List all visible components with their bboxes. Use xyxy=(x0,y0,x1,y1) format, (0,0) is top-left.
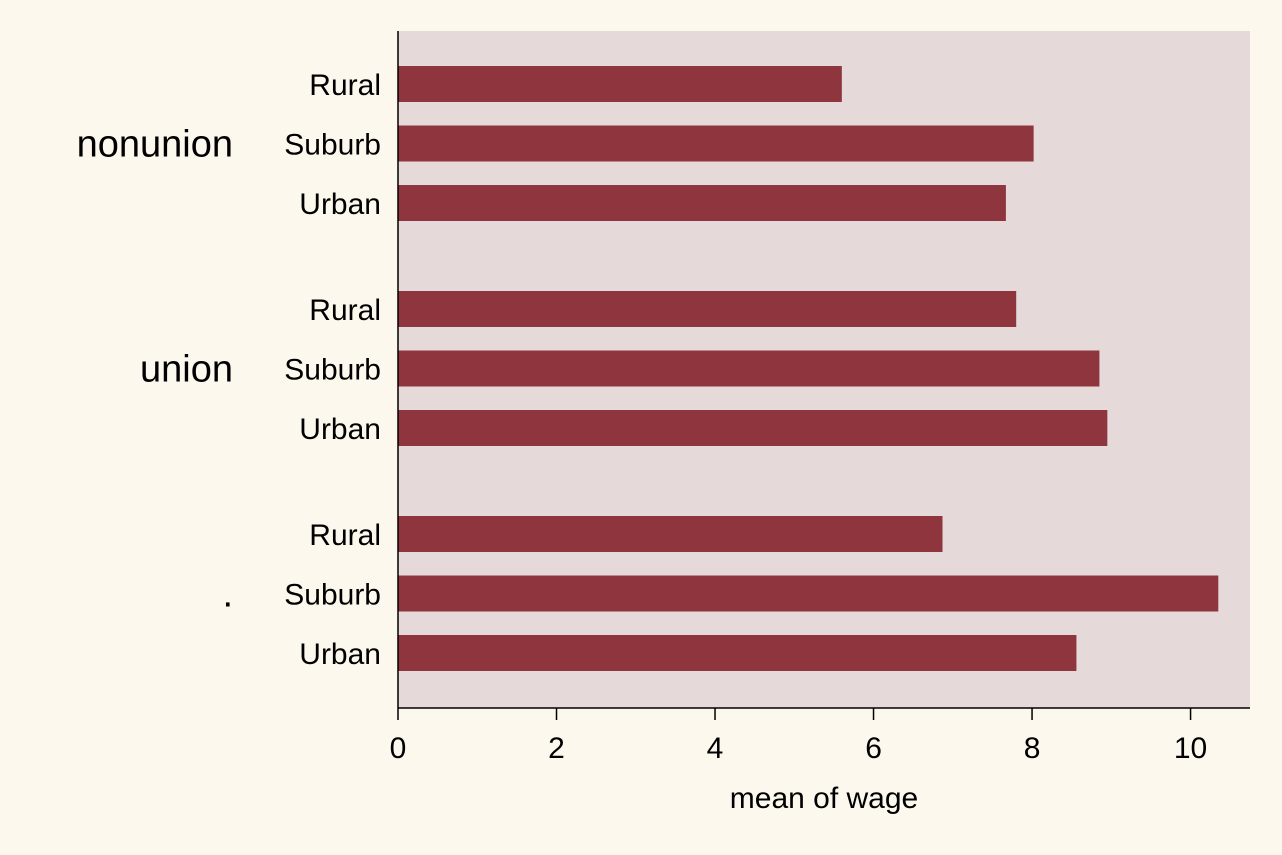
x-tick-label: 10 xyxy=(1174,732,1207,765)
bars-layer xyxy=(398,66,1219,671)
bar-missing-suburb xyxy=(398,575,1219,612)
bar-missing-rural xyxy=(398,516,943,552)
bar-nonunion-rural xyxy=(398,66,842,102)
labels-layer: Rural Suburb Urban nonunion Rural Suburb Urban… xyxy=(77,69,381,671)
category-label: Rural xyxy=(309,294,381,327)
category-label: Urban xyxy=(299,188,381,221)
group-label: union xyxy=(140,349,233,391)
x-tick-label: 2 xyxy=(548,732,565,765)
bar-nonunion-suburb xyxy=(398,125,1034,162)
category-label: Suburb xyxy=(284,579,381,612)
bar-missing-urban xyxy=(398,635,1077,671)
x-tick-label: 6 xyxy=(865,732,882,765)
group-label: nonunion xyxy=(77,124,233,166)
x-axis-title: mean of wage xyxy=(730,782,918,815)
bar-union-suburb xyxy=(398,350,1100,387)
category-label: Rural xyxy=(309,519,381,552)
group-label: . xyxy=(222,574,233,616)
category-label: Urban xyxy=(299,413,381,446)
bar-nonunion-urban xyxy=(398,185,1006,221)
bar-union-urban xyxy=(398,410,1108,446)
category-label: Rural xyxy=(309,69,381,102)
category-label: Urban xyxy=(299,638,381,671)
bar-union-rural xyxy=(398,291,1017,327)
x-tick-label: 4 xyxy=(707,732,724,765)
category-label: Suburb xyxy=(284,129,381,162)
category-label: Suburb xyxy=(284,354,381,387)
x-ticks-layer: 0 2 4 6 8 10 xyxy=(390,708,1207,765)
x-tick-label: 8 xyxy=(1024,732,1041,765)
x-tick-label: 0 xyxy=(390,732,407,765)
